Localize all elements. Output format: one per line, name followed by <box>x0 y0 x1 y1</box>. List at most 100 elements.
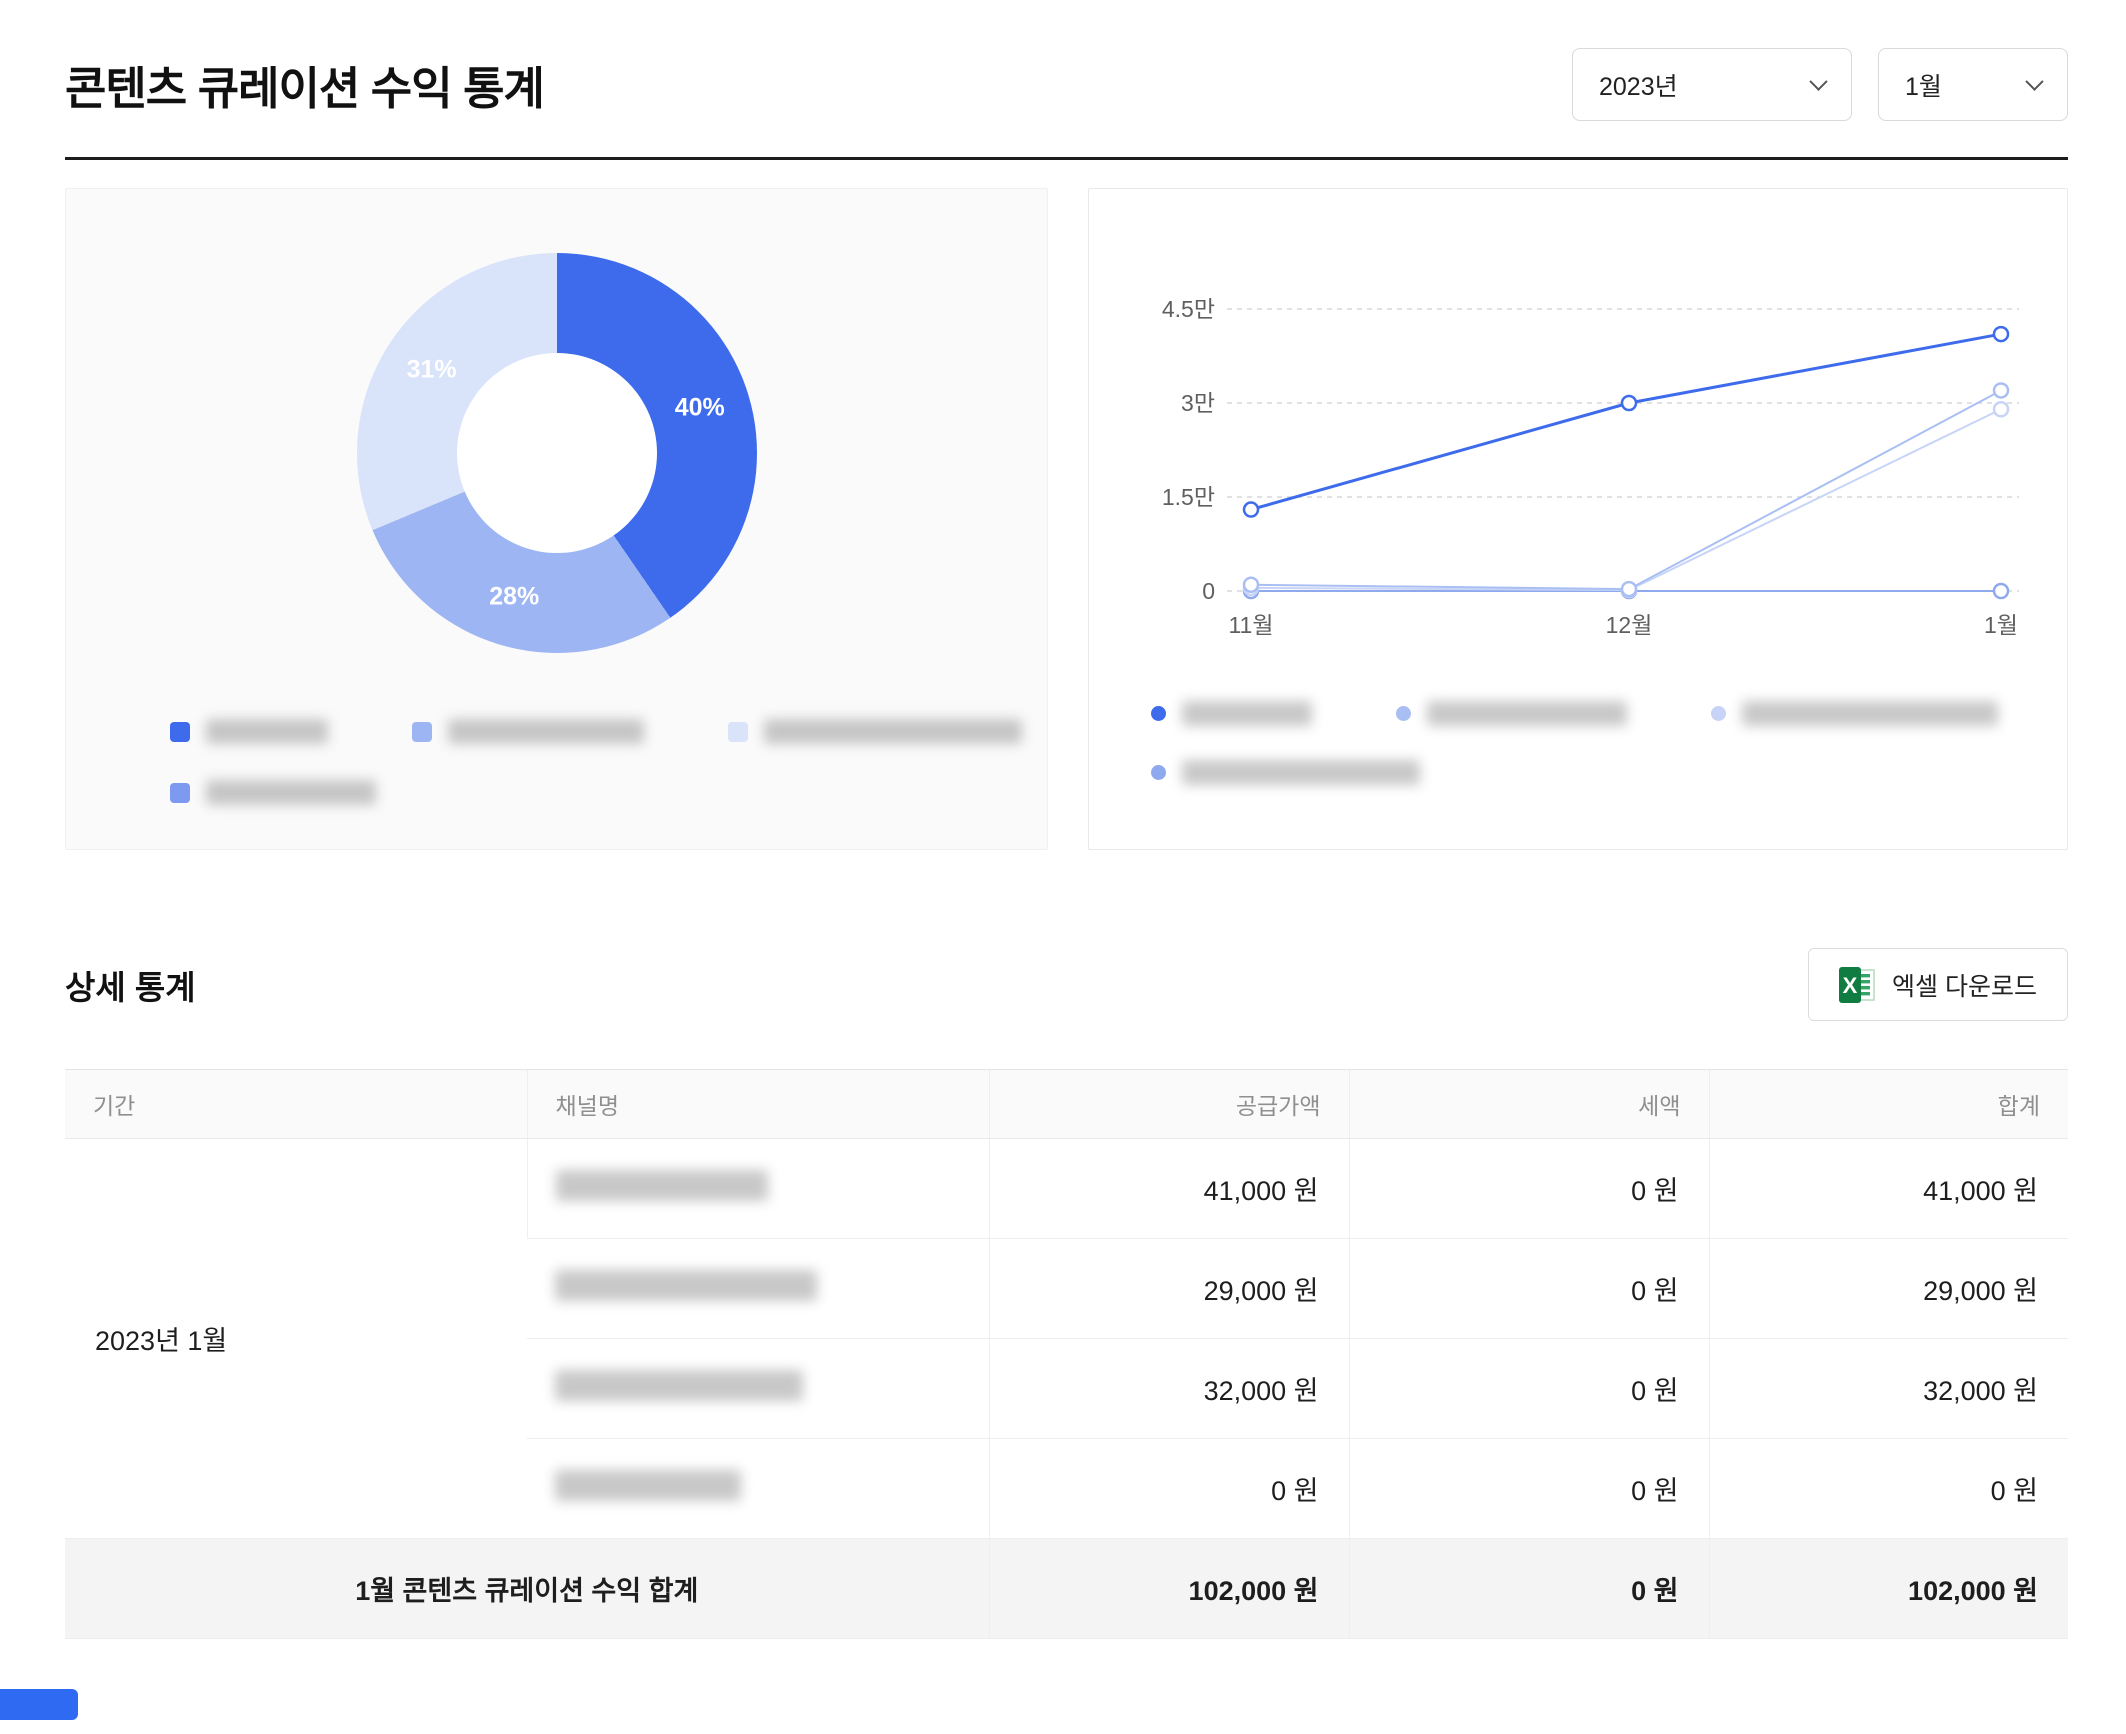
bottom-left-partial-button[interactable] <box>0 1689 78 1720</box>
legend-item <box>1396 701 1627 726</box>
channel-cell <box>526 1138 989 1239</box>
charts-section: 40% 28% 31% <box>65 188 2068 850</box>
svg-text:X: X <box>1843 973 1858 998</box>
svg-text:1.5만: 1.5만 <box>1162 484 1215 510</box>
table-row: 2023년 1월 41,000 원 0 원 41,000 원 <box>65 1138 2068 1539</box>
total-cell: 32,000 원 <box>1708 1338 2068 1439</box>
legend-item <box>412 719 644 744</box>
redacted-legend-label <box>448 719 644 744</box>
detail-section-title: 상세 통계 <box>65 968 196 1006</box>
redacted-legend-label <box>1182 760 1420 785</box>
redacted-channel-name <box>555 1169 768 1201</box>
supply-cell: 29,000 원 <box>988 1238 1349 1339</box>
filter-controls: 2023년 1월 <box>1572 48 2068 121</box>
supply-cell: 32,000 원 <box>988 1338 1349 1439</box>
tax-cell: 0 원 <box>1348 1338 1709 1439</box>
page-title: 콘텐츠 큐레이션 수익 통계 <box>65 63 545 114</box>
redacted-legend-label <box>206 719 328 744</box>
svg-text:0: 0 <box>1202 578 1215 604</box>
redacted-legend-label <box>206 780 376 805</box>
line-chart-panel: 0 1.5만 3만 4.5만 11월 12월 1월 <box>1088 188 2068 850</box>
col-header-tax: 세액 <box>1348 1069 1709 1139</box>
excel-icon: X <box>1839 966 1875 1003</box>
table-row: 32,000 원 0 원 32,000 원 <box>65 1338 2068 1439</box>
legend-marker-icon <box>170 721 190 742</box>
legend-marker-icon <box>1151 706 1166 721</box>
year-select-value: 2023년 <box>1599 72 1678 101</box>
legend-marker-icon <box>170 782 190 803</box>
redacted-channel-name <box>555 1469 741 1501</box>
header: 콘텐츠 큐레이션 수익 통계 2023년 1월 <box>65 48 2068 121</box>
detail-section-header: 상세 통계 X 엑셀 다운로드 <box>65 948 2068 1021</box>
sum-label-cell: 1월 콘텐츠 큐레이션 수익 합계 <box>65 1538 989 1639</box>
svg-text:1월: 1월 <box>1984 612 2018 638</box>
period-cell: 2023년 1월 <box>65 1138 527 1539</box>
legend-marker-icon <box>1711 706 1726 721</box>
col-header-period: 기간 <box>65 1069 527 1139</box>
year-select[interactable]: 2023년 <box>1572 48 1852 121</box>
donut-chart: 40% 28% 31% <box>356 253 757 653</box>
total-cell: 0 원 <box>1708 1438 2068 1539</box>
svg-text:12월: 12월 <box>1606 612 1653 638</box>
total-cell: 29,000 원 <box>1708 1238 2068 1339</box>
tax-cell: 0 원 <box>1348 1238 1709 1339</box>
legend-item <box>728 719 1022 744</box>
redacted-legend-label <box>764 719 1022 744</box>
legend-item <box>1151 760 1420 785</box>
redacted-channel-name <box>555 1269 817 1301</box>
sum-tax-cell: 0 원 <box>1348 1538 1709 1639</box>
legend-marker-icon <box>1396 706 1411 721</box>
month-select-value: 1월 <box>1905 72 1942 101</box>
table-header-row: 기간 채널명 공급가액 세액 합계 <box>65 1069 2068 1139</box>
col-header-channel: 채널명 <box>526 1069 989 1139</box>
legend-row <box>1151 701 2067 726</box>
tax-cell: 0 원 <box>1348 1438 1709 1539</box>
sum-total-cell: 102,000 원 <box>1708 1538 2068 1639</box>
channel-cell <box>527 1238 989 1339</box>
redacted-legend-label <box>1182 701 1312 726</box>
sum-supply-cell: 102,000 원 <box>988 1538 1349 1639</box>
table-row: 29,000 원 0 원 29,000 원 <box>65 1238 2068 1339</box>
table-footer-row: 1월 콘텐츠 큐레이션 수익 합계 102,000 원 0 원 102,000 … <box>65 1538 2068 1639</box>
col-header-supply: 공급가액 <box>988 1069 1349 1139</box>
line-chart: 0 1.5만 3만 4.5만 11월 12월 1월 <box>1162 296 2019 638</box>
legend-item <box>1151 701 1312 726</box>
svg-text:4.5만: 4.5만 <box>1162 296 1215 322</box>
legend-row <box>1151 760 2067 785</box>
channel-cell <box>527 1438 989 1539</box>
svg-text:11월: 11월 <box>1228 612 1273 638</box>
svg-text:3만: 3만 <box>1181 390 1215 416</box>
stats-table: 기간 채널명 공급가액 세액 합계 2023년 1월 41,000 원 0 원 … <box>65 1069 2068 1639</box>
total-cell: 41,000 원 <box>1708 1138 2068 1239</box>
excel-download-button[interactable]: X 엑셀 다운로드 <box>1808 948 2068 1021</box>
redacted-channel-name <box>555 1369 803 1401</box>
legend-marker-icon <box>728 721 748 742</box>
legend-row <box>170 719 1047 744</box>
tax-cell: 0 원 <box>1348 1138 1709 1239</box>
channel-cell <box>527 1338 989 1439</box>
legend-row <box>170 780 1047 805</box>
table-row: 0 원 0 원 0 원 <box>65 1438 2068 1539</box>
line-legend <box>1089 701 2067 785</box>
legend-marker-icon <box>1151 765 1166 780</box>
supply-cell: 0 원 <box>988 1438 1349 1539</box>
col-header-total: 합계 <box>1708 1069 2068 1139</box>
donut-slice-label: 40% <box>674 393 725 422</box>
donut-slice-label: 31% <box>406 355 457 384</box>
donut-legend <box>66 719 1047 805</box>
legend-marker-icon <box>412 721 432 742</box>
chevron-down-icon <box>2025 72 2044 91</box>
donut-hole <box>456 353 657 553</box>
header-divider <box>65 157 2068 160</box>
donut-slice-label: 28% <box>489 582 540 611</box>
legend-item <box>170 719 328 744</box>
excel-download-label: 엑셀 다운로드 <box>1892 972 2037 1001</box>
donut-chart-panel: 40% 28% 31% <box>65 188 1048 850</box>
redacted-legend-label <box>1742 701 1998 726</box>
supply-cell: 41,000 원 <box>988 1138 1349 1239</box>
legend-item <box>170 780 376 805</box>
chevron-down-icon <box>1809 72 1828 91</box>
month-select[interactable]: 1월 <box>1878 48 2068 121</box>
legend-item <box>1711 701 1998 726</box>
